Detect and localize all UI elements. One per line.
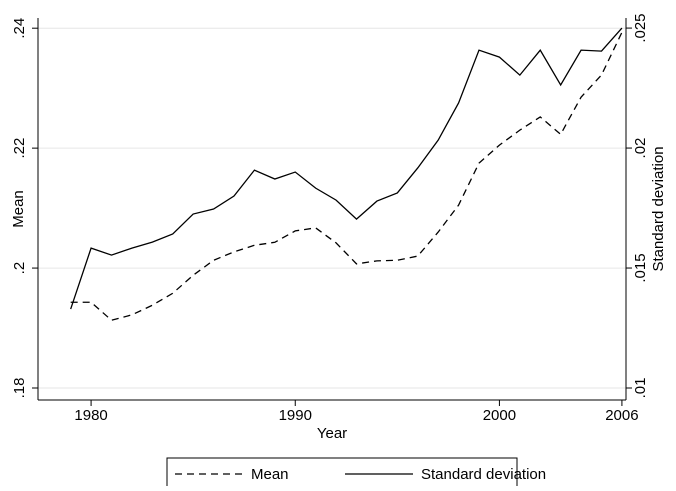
y2-tick-label: .02 — [632, 138, 649, 159]
y2-tick-label: .01 — [632, 378, 649, 399]
x-tick-label: 1980 — [74, 407, 107, 424]
y2-axis-title: Standard deviation — [650, 146, 667, 271]
y-axis-title: Mean — [10, 190, 27, 228]
y2-tick-label: .025 — [632, 13, 649, 42]
legend-label: Mean — [251, 466, 289, 483]
x-tick-label: 2000 — [483, 407, 516, 424]
y-tick-label: .2 — [11, 262, 28, 275]
y-tick-label: .18 — [11, 378, 28, 399]
y-tick-label: .22 — [11, 138, 28, 159]
x-axis-title: Year — [317, 425, 347, 442]
y2-tick-label: .015 — [632, 253, 649, 282]
legend-label: Standard deviation — [421, 466, 546, 483]
y-tick-label: .24 — [11, 18, 28, 39]
x-tick-label: 1990 — [279, 407, 312, 424]
x-tick-label: 2006 — [605, 407, 638, 424]
data-line — [70, 27, 623, 310]
data-line — [70, 32, 623, 321]
